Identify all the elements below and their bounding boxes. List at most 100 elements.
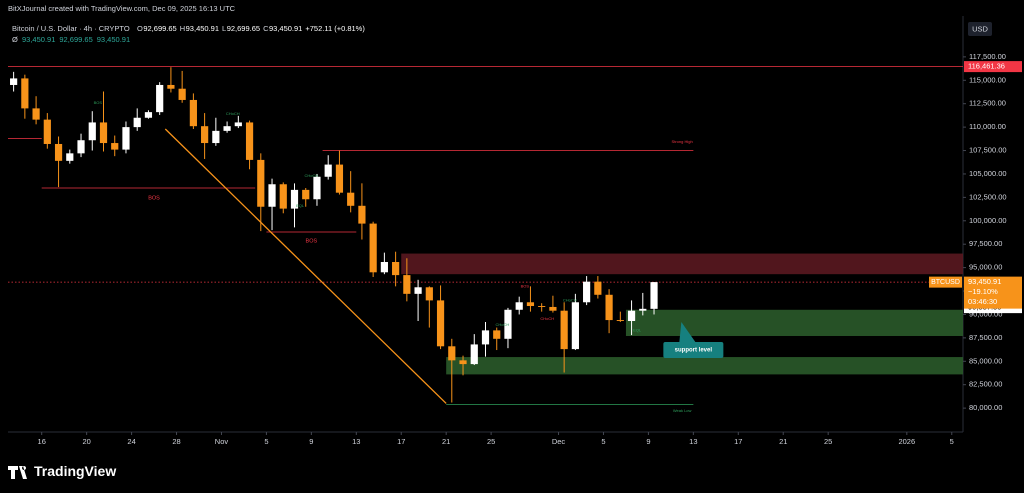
candle-body bbox=[392, 261, 400, 276]
level-price-tag-text: 116,461.36 bbox=[968, 62, 1005, 71]
indicator-value: 93,450.91 bbox=[22, 35, 55, 44]
candle-body bbox=[257, 159, 265, 207]
candle-body bbox=[32, 108, 40, 120]
x-tick-label: 28 bbox=[172, 437, 180, 446]
symbol: Bitcoin / U.S. Dollar · 4h · CRYPTO bbox=[12, 24, 130, 33]
x-tick-label: 25 bbox=[487, 437, 495, 446]
header-values: O 92,699.65 H 93,450.91 L 92,699.65 C 93,450.91… bbox=[12, 24, 365, 44]
ohlc-key: O bbox=[137, 24, 143, 33]
ohlc-key: H bbox=[180, 24, 185, 33]
candle-body bbox=[156, 84, 164, 113]
y-tick-label: 117,500.00 bbox=[969, 52, 1006, 61]
candle-body bbox=[369, 223, 377, 273]
y-tick-label: 115,000.00 bbox=[969, 75, 1006, 84]
candle-body bbox=[223, 126, 231, 131]
candle-body bbox=[358, 205, 366, 224]
callout-arrow bbox=[679, 322, 696, 343]
x-tick-label: 20 bbox=[82, 437, 90, 446]
y-tick-label: 100,000.00 bbox=[969, 216, 1007, 225]
annotation-label: CHoCH bbox=[304, 173, 318, 178]
y-tick-label: 105,000.00 bbox=[969, 169, 1007, 178]
zone bbox=[625, 309, 963, 336]
candle-body bbox=[627, 310, 636, 322]
annotation-label: CHoCH bbox=[226, 111, 240, 116]
y-tick-label: 112,500.00 bbox=[969, 99, 1006, 108]
ohlc-value: 92,699.65 bbox=[227, 24, 260, 33]
x-tick-label: 9 bbox=[646, 437, 650, 446]
candle-body bbox=[133, 117, 141, 128]
candle-body bbox=[43, 119, 51, 144]
annotation-label: EQL bbox=[633, 327, 642, 332]
callout-box bbox=[663, 342, 724, 359]
candle-body bbox=[515, 302, 523, 310]
x-tick-label: Dec bbox=[552, 437, 566, 446]
level-price-tag bbox=[964, 61, 1022, 73]
candle-body bbox=[324, 164, 332, 177]
candle-body bbox=[201, 126, 209, 144]
annotation-label: EQL bbox=[296, 203, 305, 208]
candle-body bbox=[122, 127, 130, 150]
logo-icon bbox=[8, 466, 27, 479]
credit: BitXJournal created with TradingView.com… bbox=[8, 4, 236, 13]
last-price-tag-text: −19.10% bbox=[968, 287, 998, 296]
callout-text: support level bbox=[675, 348, 713, 354]
candle-body bbox=[526, 302, 535, 307]
candle-body bbox=[144, 112, 153, 118]
candle-body bbox=[88, 122, 96, 141]
indicator-value: 92,699.65 bbox=[59, 35, 92, 44]
ohlc-key: C bbox=[263, 24, 269, 33]
candle-body bbox=[436, 300, 445, 347]
trendline bbox=[164, 128, 447, 404]
y-tick-label: 97,500.00 bbox=[969, 239, 1002, 248]
x-tick-label: 2026 bbox=[898, 437, 915, 446]
candle-body bbox=[189, 99, 197, 127]
candle-body bbox=[493, 330, 501, 339]
candle-body bbox=[234, 122, 242, 127]
last-price-tag bbox=[964, 276, 1022, 309]
candle-body bbox=[313, 176, 321, 200]
symbol-tag bbox=[929, 276, 962, 288]
x-tick-label: 5 bbox=[601, 437, 605, 446]
y-tick-label: 102,500.00 bbox=[969, 192, 1007, 201]
candle-body bbox=[99, 122, 108, 144]
candle-body bbox=[245, 122, 254, 160]
candle-body bbox=[347, 192, 355, 206]
candle-body bbox=[470, 344, 478, 365]
candle-body bbox=[54, 143, 63, 161]
x-tick-label: 13 bbox=[689, 437, 697, 446]
annotation-label: BOS bbox=[94, 100, 103, 105]
y-tick-label: 82,500.00 bbox=[969, 380, 1002, 389]
x-tick-label: 21 bbox=[779, 437, 787, 446]
x-tick-label: 9 bbox=[309, 437, 313, 446]
y-tick-label: 110,000.00 bbox=[969, 122, 1006, 131]
candle-body bbox=[594, 281, 602, 295]
x-tick-label: 16 bbox=[38, 437, 46, 446]
zone bbox=[401, 253, 963, 275]
candle-body bbox=[268, 184, 276, 207]
candle-body bbox=[403, 275, 411, 294]
annotation-label: BOS bbox=[521, 283, 530, 288]
candle-body bbox=[414, 287, 422, 294]
candle-body bbox=[77, 140, 85, 154]
candle-body bbox=[335, 164, 344, 193]
indicator-value: 93,450.91 bbox=[97, 35, 130, 44]
candle-body bbox=[583, 281, 591, 303]
candle-body bbox=[66, 153, 74, 161]
y-tick-label: 85,000.00 bbox=[969, 356, 1002, 365]
x-tick-label: 5 bbox=[264, 437, 268, 446]
candle-body bbox=[560, 310, 568, 350]
candle-body bbox=[425, 287, 433, 301]
zone bbox=[446, 357, 963, 375]
candle-body bbox=[650, 282, 658, 309]
currency-box[interactable] bbox=[968, 22, 992, 36]
ohlc-value: 93,450.91 bbox=[269, 24, 302, 33]
candle-body bbox=[21, 78, 29, 109]
annotation-label: BOS bbox=[148, 195, 160, 201]
currency[interactable]: USD bbox=[972, 24, 988, 33]
x-tick-label: 25 bbox=[824, 437, 832, 446]
symbol-tag-text: BTCUSD bbox=[931, 279, 960, 286]
candle-body bbox=[639, 308, 647, 311]
last-price-tag-text: 03:46:30 bbox=[968, 297, 997, 306]
